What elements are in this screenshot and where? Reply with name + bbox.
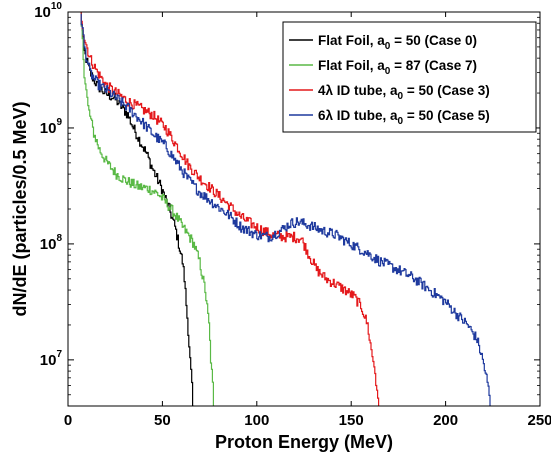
legend-label-text: = 50 (Case 0)	[390, 33, 477, 48]
legend-label-text: = 50 (Case 5)	[403, 108, 490, 123]
legend-label-subscript: 0	[385, 41, 391, 52]
y-tick-label-exponent: 7	[56, 349, 62, 360]
legend-label-subscript: 0	[385, 66, 391, 77]
x-tick-label: 250	[527, 412, 551, 429]
y-tick-label-base: 10	[40, 352, 57, 369]
y-tick-label-base: 10	[40, 236, 57, 253]
x-tick-label: 100	[244, 412, 269, 429]
legend-entry-3: 6λ ID tube, a0 = 50 (Case 5)	[318, 108, 490, 127]
x-tick-label: 150	[339, 412, 364, 429]
y-tick-label-exponent: 8	[56, 233, 62, 244]
y-axis-title: dN/dE (particles/0.5 MeV)	[10, 101, 30, 316]
y-tick-label-exponent: 10	[51, 1, 63, 12]
legend-label-text: 4λ ID tube, a	[318, 83, 398, 98]
y-tick-label: 109	[40, 117, 63, 137]
legend-label-text: = 87 (Case 7)	[390, 58, 477, 73]
legend-entry-2: 4λ ID tube, a0 = 50 (Case 3)	[318, 83, 490, 102]
y-tick-label: 107	[40, 349, 63, 369]
legend-entry-0: Flat Foil, a0 = 50 (Case 0)	[318, 33, 477, 52]
series-line-2	[80, 12, 380, 406]
series-line-0	[80, 12, 194, 406]
legend-box	[282, 21, 537, 133]
legend-label-text: Flat Foil, a	[318, 33, 385, 48]
y-tick-label-base: 10	[34, 4, 51, 21]
series-line-1	[80, 12, 215, 406]
x-tick-label: 50	[154, 412, 171, 429]
x-tick-label: 0	[64, 412, 72, 429]
y-tick-label-base: 10	[40, 120, 57, 137]
x-tick-label: 200	[433, 412, 458, 429]
legend-label-subscript: 0	[398, 91, 404, 102]
legend-label-text: 6λ ID tube, a	[318, 108, 398, 123]
legend-label-text: = 50 (Case 3)	[403, 83, 490, 98]
series-line-3	[80, 13, 491, 406]
legend-entry-1: Flat Foil, a0 = 87 (Case 7)	[318, 58, 477, 77]
y-tick-label-exponent: 9	[56, 117, 62, 128]
y-tick-label: 108	[40, 233, 63, 253]
y-tick-label: 1010	[34, 1, 62, 21]
legend-label-text: Flat Foil, a	[318, 58, 385, 73]
legend-label-subscript: 0	[398, 116, 404, 127]
x-axis-title: Proton Energy (MeV)	[215, 432, 393, 452]
